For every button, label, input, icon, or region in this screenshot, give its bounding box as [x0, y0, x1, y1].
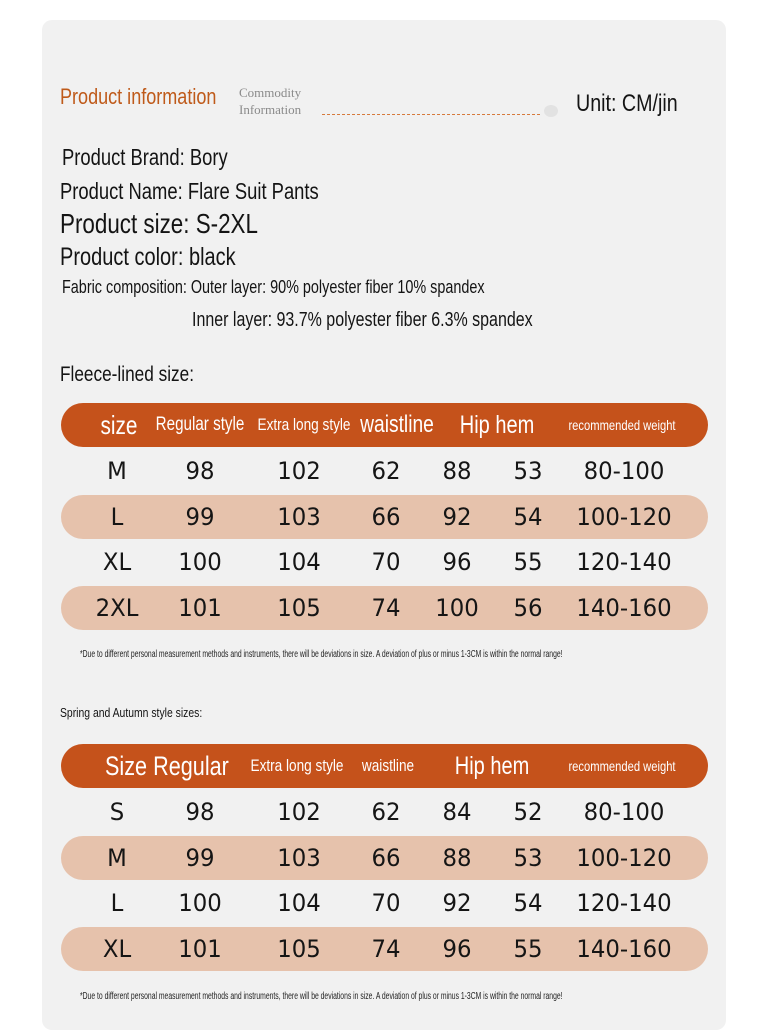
table-row: L 99 103 66 92 54 100-120	[61, 494, 708, 539]
product-brand: Product Brand: Bory	[62, 144, 228, 170]
cell-size: XL	[102, 548, 132, 577]
cell-hem: 55	[513, 548, 543, 577]
cell-weight: 120-140	[576, 889, 672, 918]
cell-regular: 100	[178, 548, 222, 577]
product-size: Product size: S-2XL	[60, 208, 258, 239]
cell-size: M	[107, 843, 127, 872]
cell-size: L	[110, 502, 124, 531]
table-row: M 99 103 66 88 53 100-120	[61, 835, 708, 880]
header-hip-hem: Hip hem	[459, 410, 535, 439]
cell-size: L	[110, 889, 124, 918]
dashed-divider	[322, 114, 540, 115]
cell-extra-long: 104	[277, 889, 321, 918]
cell-regular: 98	[185, 798, 215, 826]
cell-weight: 100-120	[576, 843, 672, 872]
spring-size-table: Size Regular Extra long style waistline …	[61, 744, 708, 972]
table-row: M 98 102 62 88 53 80-100	[61, 449, 708, 493]
measurement-note: *Due to different personal measurement m…	[80, 649, 563, 660]
cell-hip: 92	[442, 889, 472, 918]
cell-hip: 96	[442, 934, 472, 963]
cell-hem: 53	[513, 457, 543, 485]
measurement-note: *Due to different personal measurement m…	[80, 991, 563, 1002]
subtitle-line-2: Information	[239, 102, 302, 117]
cell-extra-long: 102	[277, 798, 321, 826]
header-hip-hem: Hip hem	[454, 751, 530, 780]
decorative-dot	[544, 105, 558, 117]
cell-extra-long: 104	[277, 548, 321, 577]
cell-extra-long: 103	[277, 502, 321, 531]
header-extra-long: Extra long style	[250, 756, 344, 775]
cell-extra-long: 105	[277, 934, 321, 963]
cell-hem: 54	[513, 889, 543, 918]
cell-regular: 99	[185, 843, 215, 872]
cell-hem: 56	[513, 593, 543, 622]
cell-weight: 80-100	[583, 798, 665, 826]
table-row: S 98 102 62 84 52 80-100	[61, 790, 708, 834]
product-color: Product color: black	[60, 243, 236, 271]
header-weight: recommended weight	[568, 417, 676, 433]
spring-section-title: Spring and Autumn style sizes:	[60, 705, 203, 720]
cell-waistline: 70	[371, 548, 401, 577]
cell-regular: 101	[178, 593, 222, 622]
cell-hem: 55	[513, 934, 543, 963]
cell-hem: 54	[513, 502, 543, 531]
section-title: Product information	[60, 84, 217, 109]
section-subtitle: Commodity Information	[239, 84, 301, 118]
fleece-section-title: Fleece-lined size:	[60, 363, 194, 386]
header-waistline: waistline	[360, 411, 434, 438]
cell-hip: 88	[442, 843, 472, 872]
cell-size: 2XL	[95, 593, 139, 622]
cell-waistline: 62	[371, 798, 401, 826]
subtitle-line-1: Commodity	[239, 85, 302, 100]
cell-waistline: 66	[371, 843, 401, 872]
header-size: size	[100, 409, 138, 440]
fabric-outer: Fabric composition: Outer layer: 90% pol…	[62, 277, 485, 297]
cell-regular: 98	[185, 457, 215, 485]
cell-hip: 92	[442, 502, 472, 531]
table-row: 2XL 101 105 74 100 56 140-160	[61, 585, 708, 630]
table-row: XL 101 105 74 96 55 140-160	[61, 926, 708, 971]
cell-regular: 101	[178, 934, 222, 963]
cell-extra-long: 102	[277, 457, 321, 485]
cell-hip: 84	[442, 798, 472, 826]
cell-weight: 140-160	[576, 593, 672, 622]
header-regular: Regular	[153, 750, 229, 781]
cell-waistline: 66	[371, 502, 401, 531]
cell-size: S	[109, 798, 125, 826]
fleece-size-table: size Regular style Extra long style wais…	[61, 403, 708, 631]
header-regular: Regular style	[155, 414, 245, 435]
header-size: Size	[104, 750, 148, 781]
table-row: L 100 104 70 92 54 120-140	[61, 881, 708, 925]
table-header: size Regular style Extra long style wais…	[61, 403, 708, 447]
fabric-inner: Inner layer: 93.7% polyester fiber 6.3% …	[192, 309, 533, 331]
cell-extra-long: 103	[277, 843, 321, 872]
cell-size: XL	[102, 934, 132, 963]
cell-weight: 140-160	[576, 934, 672, 963]
cell-weight: 80-100	[583, 457, 665, 485]
cell-hip: 100	[435, 593, 479, 622]
table-row: XL 100 104 70 96 55 120-140	[61, 540, 708, 584]
cell-hem: 52	[513, 798, 543, 826]
unit-label: Unit: CM/jin	[576, 90, 678, 117]
cell-waistline: 74	[371, 934, 401, 963]
cell-weight: 120-140	[576, 548, 672, 577]
cell-size: M	[107, 457, 127, 485]
cell-waistline: 62	[371, 457, 401, 485]
cell-hem: 53	[513, 843, 543, 872]
cell-hip: 96	[442, 548, 472, 577]
cell-extra-long: 105	[277, 593, 321, 622]
table-header: Size Regular Extra long style waistline …	[61, 744, 708, 788]
product-name: Product Name: Flare Suit Pants	[60, 178, 319, 204]
cell-waistline: 70	[371, 889, 401, 918]
cell-regular: 99	[185, 502, 215, 531]
header-extra-long: Extra long style	[257, 415, 351, 434]
cell-weight: 100-120	[576, 502, 672, 531]
cell-hip: 88	[442, 457, 472, 485]
header-waistline: waistline	[361, 756, 415, 775]
cell-waistline: 74	[371, 593, 401, 622]
cell-regular: 100	[178, 889, 222, 918]
header-weight: recommended weight	[568, 758, 676, 774]
